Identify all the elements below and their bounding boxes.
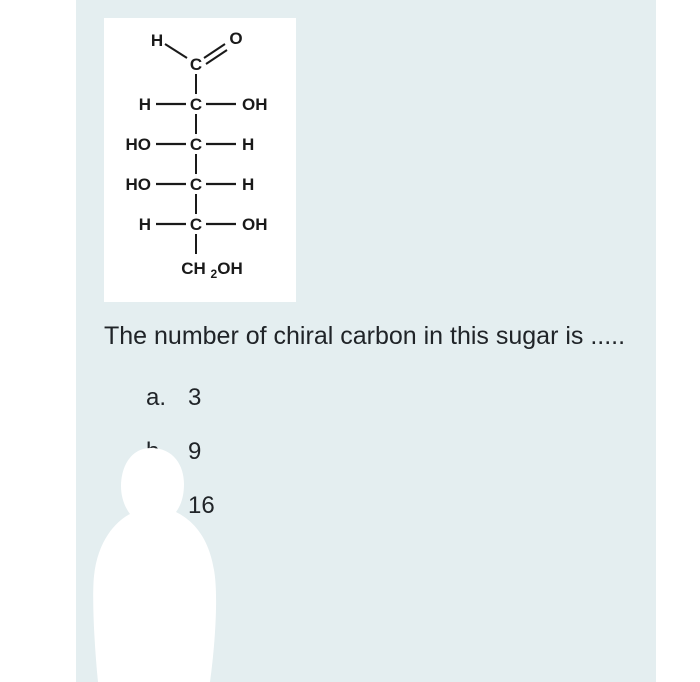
option-letter: a. [146,384,188,412]
atom-label: C [190,215,202,234]
atom-label: C [190,95,202,114]
atom-label: C [190,175,202,194]
option-c[interactable]: c. 16 [146,492,632,520]
option-letter: d. [146,546,188,574]
chemical-structure: H C O H C OH HO C [104,18,296,302]
atom-label: H [139,215,151,234]
option-value: 16 [188,492,215,520]
option-b[interactable]: b. 9 [146,438,632,466]
atom-label: HO [126,135,152,154]
option-value: 9 [188,438,201,466]
answer-options: a. 3 b. 9 c. 16 d. 4 [146,384,632,574]
atom-label: H [151,31,163,50]
question-card: H C O H C OH HO C [76,0,656,682]
atom-label: HO [126,175,152,194]
option-letter: c. [146,492,188,520]
atom-label: CH 2OH [181,259,242,281]
option-letter: b. [146,438,188,466]
atom-label: OH [242,215,268,234]
atom-label: C [190,135,202,154]
atom-label: H [139,95,151,114]
option-value: 3 [188,384,201,412]
option-d[interactable]: d. 4 [146,546,632,574]
atom-label: H [242,175,254,194]
atom-label: C [190,55,202,74]
atom-label: O [229,29,242,48]
fischer-projection-svg: H C O H C OH HO C [104,18,296,302]
atom-label: H [242,135,254,154]
question-text: The number of chiral carbon in this suga… [104,320,632,354]
option-a[interactable]: a. 3 [146,384,632,412]
option-value: 4 [188,546,201,574]
atom-label: OH [242,95,268,114]
